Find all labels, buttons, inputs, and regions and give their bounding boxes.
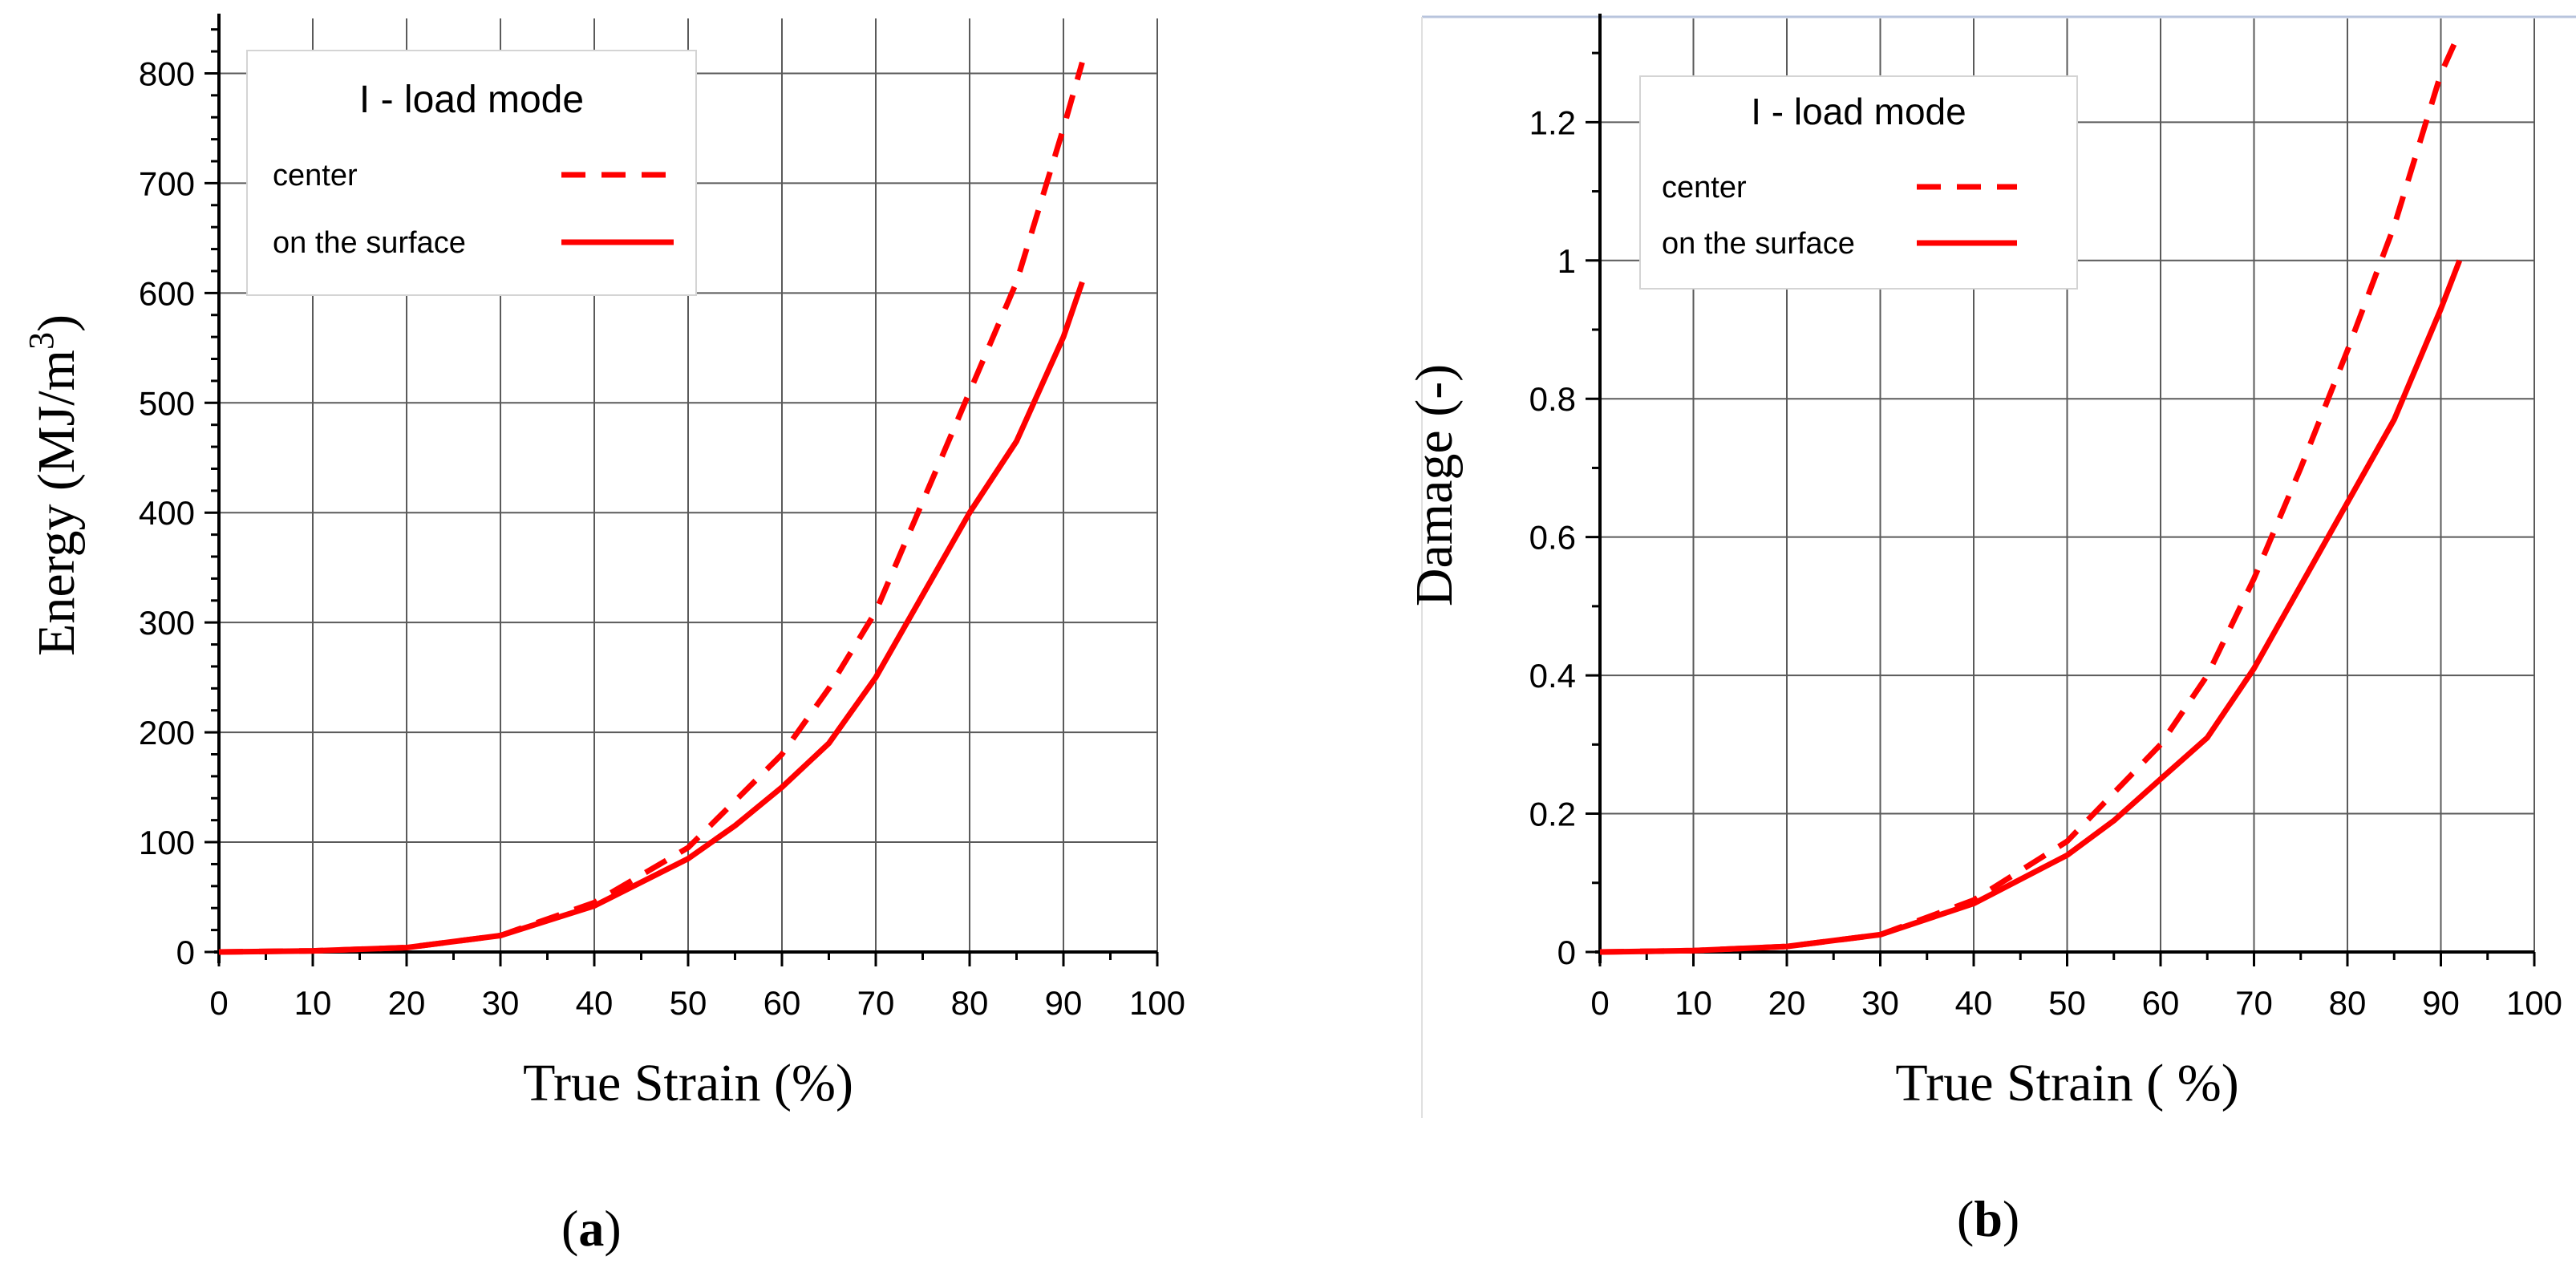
y-tick-label-b: 1.2 [1529,103,1576,141]
y-tick-label-a: 200 [139,714,195,751]
x-tick-label-b: 30 [1861,984,1899,1022]
legend-box-b [1639,75,2078,290]
y-axis-label-superscript-a: 3 [22,332,61,350]
y-tick-label-b: 0 [1557,934,1576,971]
x-tick-label-b: 0 [1590,984,1609,1022]
y-axis-label-main-a: Energy (MJ/m [27,350,86,656]
x-tick-label-a: 0 [209,984,228,1022]
x-tick-label-b: 50 [2048,984,2086,1022]
y-tick-label-b: 0.6 [1529,519,1576,557]
y-tick-label-b: 0.8 [1529,380,1576,418]
series-line-b-surface [1599,259,2463,955]
x-tick-label-b: 60 [2142,984,2180,1022]
x-tick-label-a: 100 [1129,984,1185,1022]
x-tick-label-a: 60 [763,984,801,1022]
x-tick-label-a: 40 [576,984,614,1022]
y-tick-label-b: 1 [1557,242,1576,280]
x-tick-label-a: 30 [482,984,520,1022]
y-tick-label-a: 800 [139,55,195,92]
y-axis-label-main-b: Damage (-) [1405,364,1464,606]
y-tick-label-a: 100 [139,824,195,861]
panel-b-label: (b) [1957,1190,2020,1247]
y-tick-label-a: 0 [176,934,195,971]
x-axis-label-a: True Strain (%) [523,1054,853,1112]
y-tick-label-a: 600 [139,274,195,312]
x-tick-label-b: 70 [2235,984,2273,1022]
chart-a: 0 10 20 30 40 50 60 70 80 90 100 0 100 200 300 400 500 60… [22,14,1185,1112]
x-tick-label-b: 90 [2422,984,2460,1022]
y-tick-label-b: 0.2 [1529,796,1576,833]
x-tick-label-b: 20 [1768,984,1806,1022]
x-tick-label-a: 90 [1045,984,1083,1022]
y-axis-label-a: Energy (MJ/m3) [22,314,86,656]
y-tick-label-a: 400 [139,494,195,532]
panel-a-label: (a) [561,1200,622,1257]
y-axis-label-b: Damage (-) [1405,364,1464,606]
legend-title-a: I - load mode [359,79,584,121]
legend-label-a-1: on the surface [273,226,466,260]
x-tick-label-a: 80 [951,984,989,1022]
y-axis-label-suffix-a: ) [27,314,86,332]
x-tick-label-b: 100 [2506,984,2562,1022]
legend-label-b-1: on the surface [1662,227,1855,261]
y-tick-label-a: 700 [139,164,195,202]
y-tick-label-b: 0.4 [1529,657,1576,695]
y-tick-label-a: 500 [139,384,195,422]
x-tick-label-a: 70 [857,984,895,1022]
legend-label-b-0: center [1662,171,1747,205]
x-tick-label-b: 40 [1955,984,1993,1022]
y-tick-label-a: 300 [139,604,195,642]
x-tick-label-a: 50 [670,984,707,1022]
x-tick-label-a: 20 [388,984,426,1022]
x-tick-label-b: 80 [2329,984,2367,1022]
series-line-a-surface [218,281,1085,955]
x-axis-label-b: True Strain ( %) [1895,1054,2238,1112]
legend-title-b: I - load mode [1751,91,1966,132]
legend-label-a-0: center [273,159,358,192]
chart-b: 0 10 20 30 40 50 60 70 80 90 100 0 0.2 0.4 0.6 0.8 1 1.2 I… [1405,14,2576,1118]
x-tick-label-b: 10 [1675,984,1712,1022]
x-tick-label-a: 10 [294,984,332,1022]
